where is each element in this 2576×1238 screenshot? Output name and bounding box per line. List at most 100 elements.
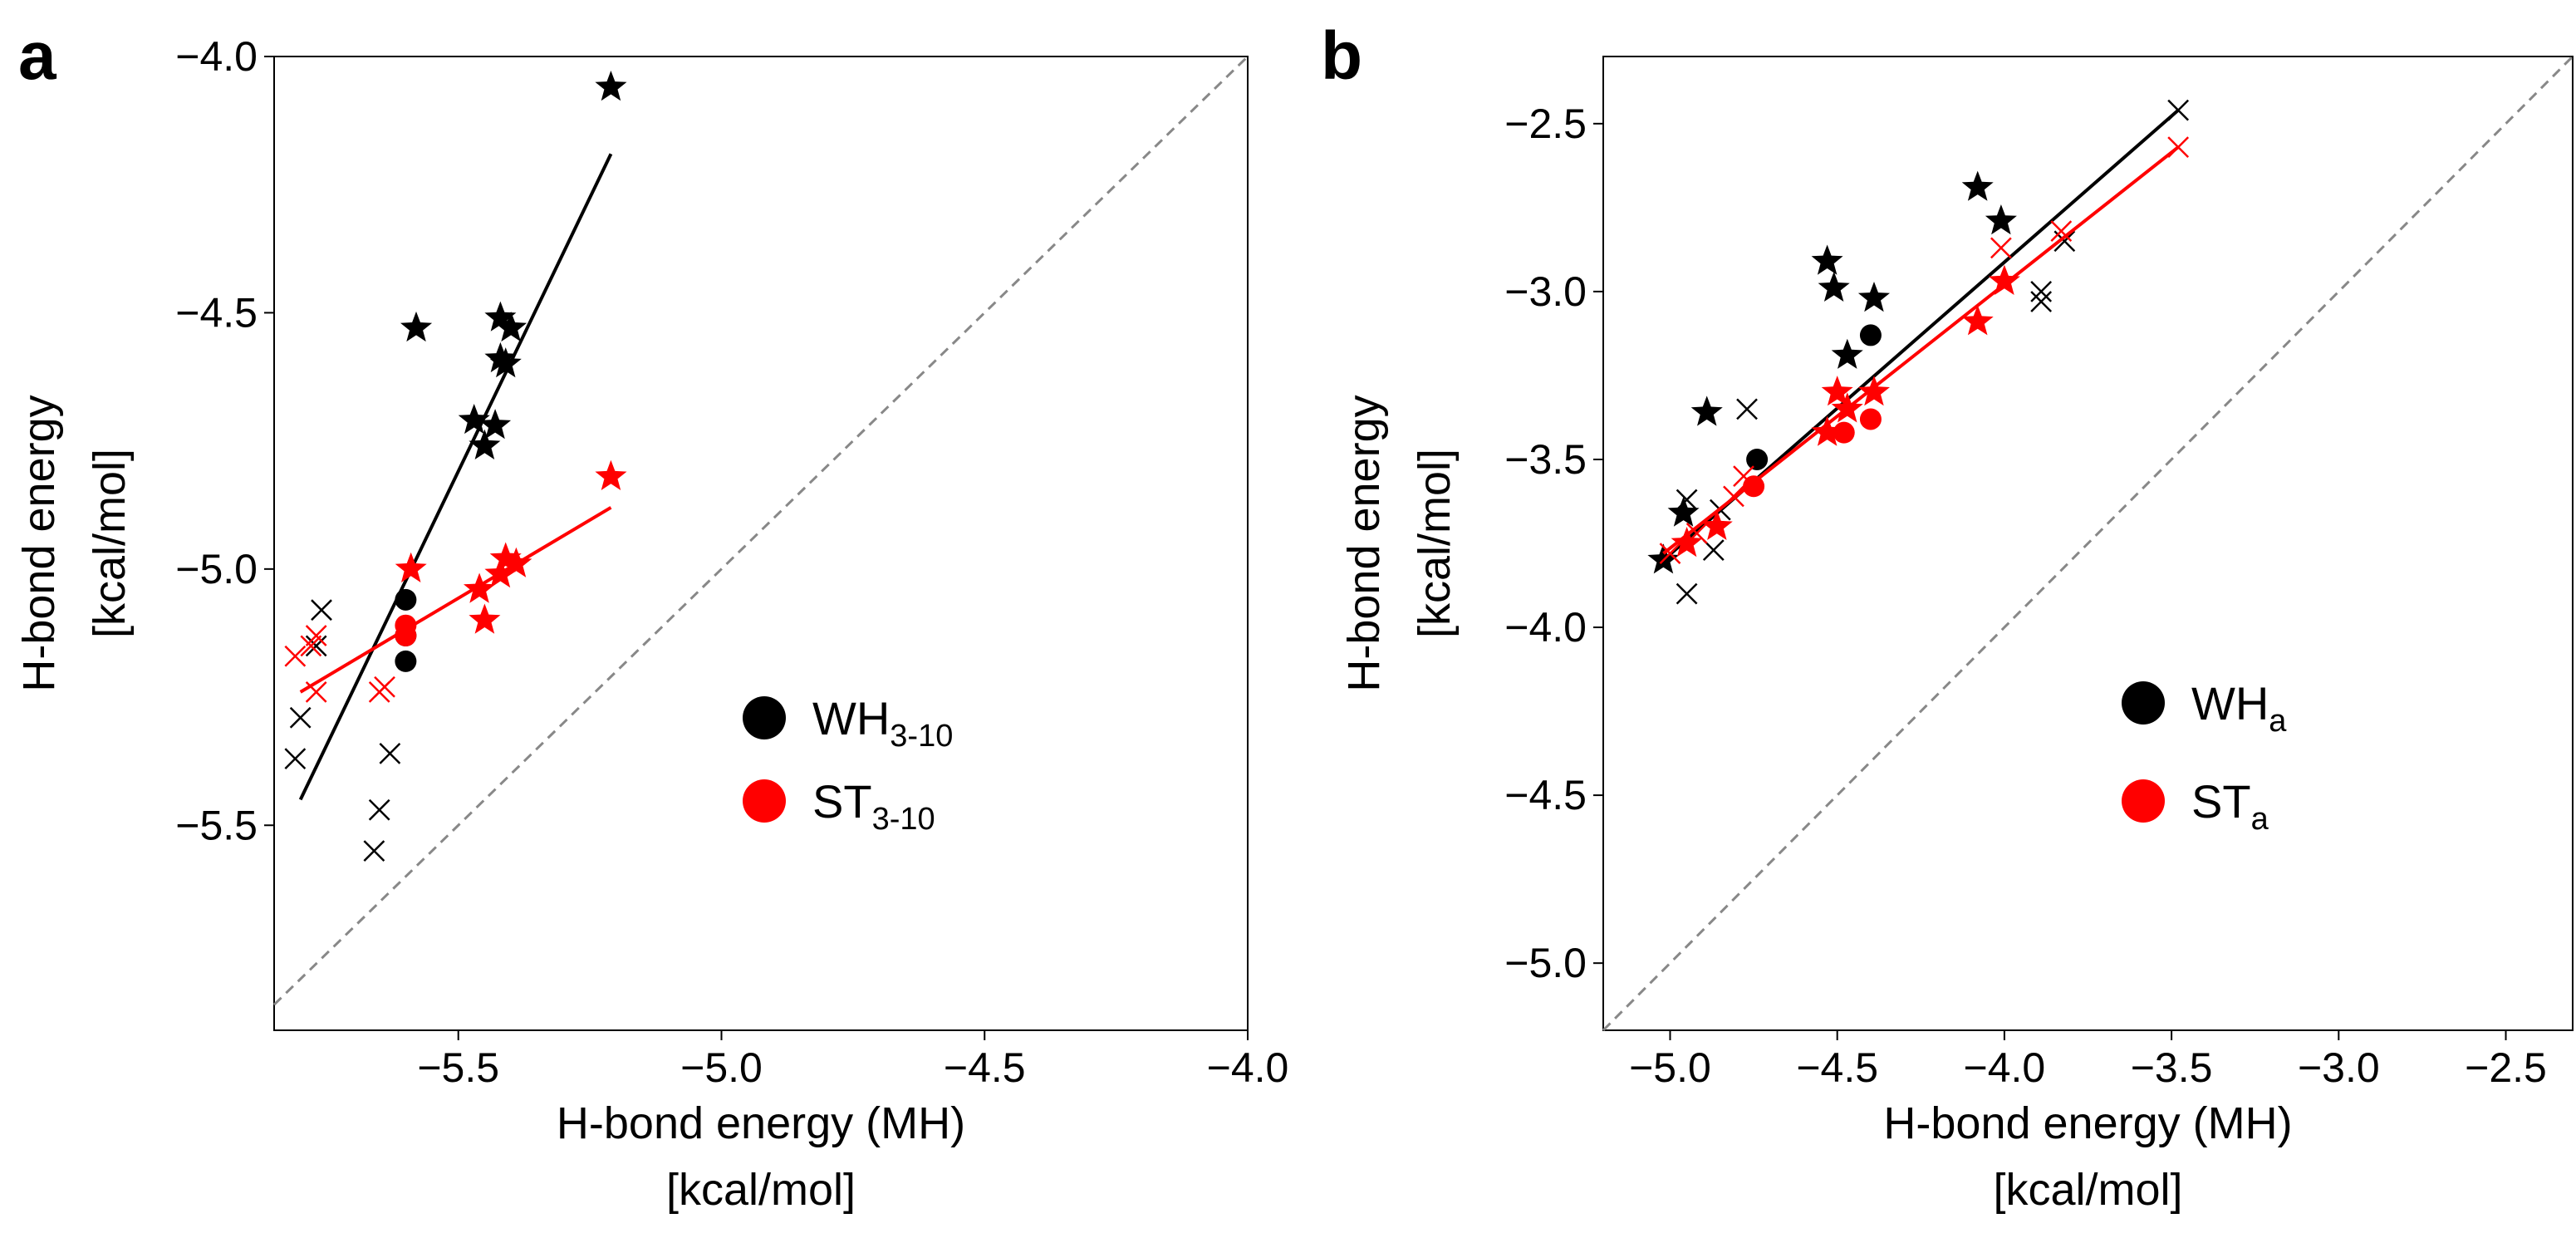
legend-marker <box>743 696 786 739</box>
star-point <box>395 552 427 582</box>
x-axis-label-units: [kcal/mol] <box>1993 1165 2182 1215</box>
star-point <box>1667 496 1700 527</box>
star-point <box>1985 204 2017 235</box>
y-tick-label: −4.5 <box>175 289 258 336</box>
star-point <box>489 347 522 378</box>
circle-point <box>395 650 417 672</box>
cross-stroke <box>368 798 390 821</box>
star-point <box>1857 282 1890 312</box>
cross-point <box>289 706 312 729</box>
x-tick-label: −3.0 <box>2298 1044 2380 1091</box>
legend-entry: WH3-10 <box>743 692 953 754</box>
star-point <box>1811 415 1843 446</box>
star-point <box>464 572 496 603</box>
cross-stroke <box>300 635 322 657</box>
legend-marker <box>2122 779 2165 823</box>
circle-point <box>1743 475 1765 498</box>
cross-stroke <box>1659 543 1681 565</box>
x-axis-label-units: [kcal/mol] <box>666 1165 856 1215</box>
star-point <box>1811 244 1843 275</box>
legend-entry: STa <box>2122 775 2269 837</box>
cross-stroke <box>284 748 307 769</box>
legend-label-main: WH <box>812 692 890 744</box>
legend-marker <box>743 779 786 823</box>
cross-point <box>300 635 322 657</box>
cross-stroke <box>374 675 395 698</box>
legend-label: WH3-10 <box>812 692 953 754</box>
star-point <box>484 301 517 332</box>
cross-point <box>1990 237 2012 259</box>
cross-stroke <box>2053 230 2076 253</box>
star-point <box>1961 305 1994 336</box>
star-point <box>484 558 517 588</box>
star-point <box>489 542 522 572</box>
cross-stroke <box>305 625 327 646</box>
y-axis-label-units: [kcal/mol] <box>1410 449 1460 638</box>
star-point <box>479 409 512 440</box>
panel-letter: b <box>1321 18 1362 94</box>
cross-stroke <box>289 706 312 729</box>
legend-entry: WHa <box>2122 677 2287 739</box>
cross-point <box>379 743 401 764</box>
y-tick-label: −2.5 <box>1504 101 1587 147</box>
cross-point <box>2050 220 2073 243</box>
cross-point <box>363 840 385 862</box>
circle-point <box>1859 324 1882 346</box>
legend-label-sub: 3-10 <box>890 719 953 754</box>
plot-frame <box>1602 56 2574 1031</box>
x-tick-label: −4.5 <box>944 1044 1026 1091</box>
legend-label-sub: a <box>2251 802 2269 837</box>
cross-point <box>1702 539 1725 561</box>
cross-stroke <box>2167 136 2190 159</box>
cross-stroke <box>1736 398 1758 420</box>
cross-point <box>368 798 390 821</box>
cross-stroke <box>2050 220 2073 243</box>
cross-point <box>311 599 332 621</box>
x-tick-label: −4.0 <box>1207 1044 1289 1091</box>
fit-line <box>1662 145 2180 555</box>
star-point <box>484 341 517 373</box>
x-tick-label: −4.5 <box>1796 1044 1878 1091</box>
cross-stroke <box>305 681 327 703</box>
x-tick-label: −4.0 <box>1964 1044 2046 1091</box>
circle-point <box>1859 408 1882 430</box>
cross-point <box>305 635 327 657</box>
x-axis-label: H-bond energy (MH) <box>1883 1098 2292 1148</box>
circle-point <box>395 588 417 611</box>
cross-point <box>2167 136 2190 159</box>
fit-line <box>299 506 612 694</box>
circle-point <box>1746 448 1769 470</box>
plot-frame <box>273 56 1249 1031</box>
panel-b: −5.0 −4.5 −4.0 −3.5 −3.0 −2.5 −2.5 −3.0 −3.5 −4.0… <box>1321 18 2574 1215</box>
identity-diagonal <box>1602 55 2574 1032</box>
y-tick-label: −5.0 <box>175 546 258 592</box>
identity-diagonal <box>272 55 1249 1006</box>
legend-label: WHa <box>2191 677 2287 739</box>
legend-entry: ST3-10 <box>743 775 935 837</box>
cross-stroke <box>1676 582 1698 605</box>
fit-line <box>298 153 613 801</box>
star-point <box>1821 376 1853 406</box>
y-tick-label: −4.5 <box>1504 772 1587 818</box>
legend-label-sub: a <box>2269 704 2287 739</box>
cross-stroke <box>305 635 327 657</box>
circle-point <box>395 625 417 647</box>
cross-stroke <box>311 599 332 621</box>
star-point <box>1831 338 1863 369</box>
cross-point <box>284 645 307 667</box>
y-tick-label: −4.0 <box>1504 604 1587 651</box>
legend-label: ST3-10 <box>812 775 935 837</box>
cross-stroke <box>363 840 385 862</box>
legend-label-main: ST <box>812 775 872 828</box>
legend-marker <box>2122 681 2165 725</box>
cross-stroke <box>2030 291 2053 312</box>
cross-point <box>1723 485 1744 508</box>
star-point <box>469 603 501 634</box>
y-axis-label: H-bond energy <box>1339 395 1389 691</box>
star-point <box>1690 395 1723 426</box>
cross-point <box>374 675 395 698</box>
cross-point <box>305 625 327 646</box>
cross-point <box>2030 291 2053 312</box>
series-STa <box>1659 136 2190 565</box>
panel-a: −5.5 −5.0 −4.5 −4.0 −4.0 −4.5 −5.0 −5.5 H-bond e… <box>14 18 1288 1215</box>
